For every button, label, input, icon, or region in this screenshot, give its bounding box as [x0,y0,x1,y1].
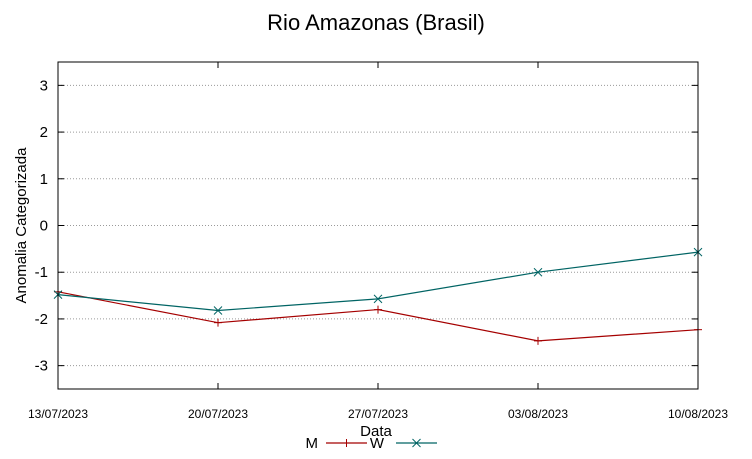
y-tick-label: 1 [40,171,48,188]
cross-marker [373,294,383,304]
grid [57,62,699,389]
legend-item-m: M [306,435,367,452]
plus-marker [214,318,222,327]
y-tick-label: 2 [40,124,48,141]
plot-frame [57,61,699,390]
cross-marker [213,306,223,315]
legend-label: W [370,435,385,452]
y-tick-labels: 3 2 1 0 -1 -2 -3 [35,77,48,374]
cross-marker [533,267,543,277]
plus-marker [342,439,351,447]
y-axis-label: Anomalia Categorizada [13,147,30,304]
x-tick-label: 03/08/2023 [508,407,568,421]
chart-title: Rio Amazonas (Brasil) [267,10,485,35]
x-tick-label: 27/07/2023 [348,407,408,421]
legend-label: M [306,435,319,452]
y-tick-label: -3 [35,358,48,375]
x-axis-label: Data [360,423,392,440]
y-tick-label: 0 [40,218,48,235]
y-tick-label: -2 [35,311,48,328]
plus-marker [374,305,382,314]
y-tick-label: 3 [40,77,48,94]
y-tick-label: -1 [35,264,48,281]
x-tick-labels: 13/07/2023 20/07/2023 27/07/2023 03/08/2023… [28,407,728,421]
cross-marker [412,438,421,448]
legend-item-w: W [370,435,437,452]
plus-marker [534,336,542,345]
series-line-w [57,251,699,312]
x-tick-label: 13/07/2023 [28,407,88,421]
series-group [53,247,703,345]
x-tick-label: 10/08/2023 [668,407,728,421]
x-tick-label: 20/07/2023 [188,407,248,421]
